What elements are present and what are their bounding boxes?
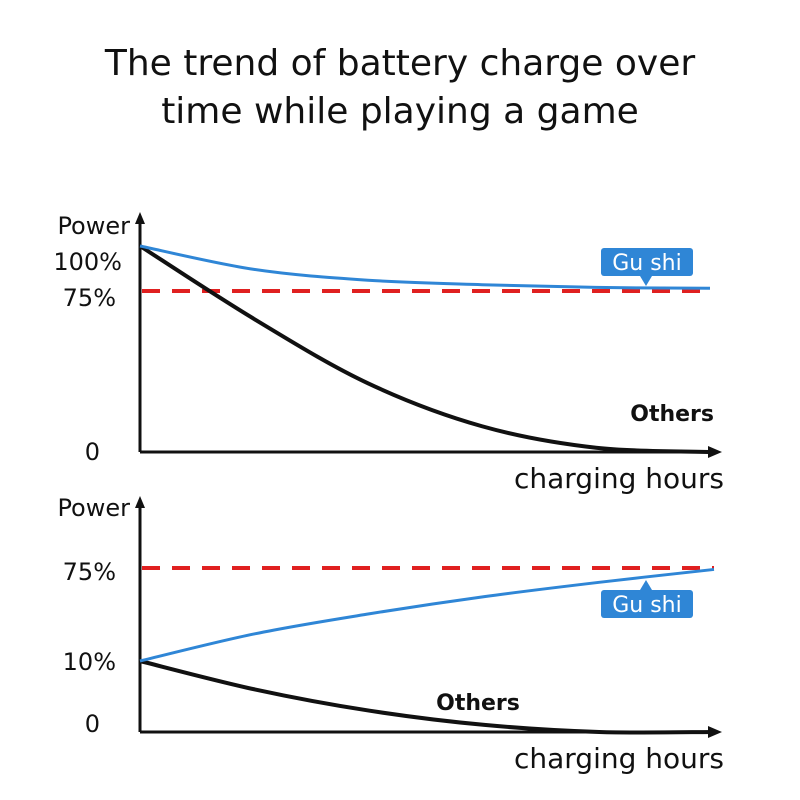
chart-top-gushi-label: Gu shi — [612, 251, 682, 276]
chart-bottom-gushi-line — [139, 567, 715, 663]
chart-top-ytick-2: 0 — [85, 438, 100, 466]
chart-top-ylabel: Power — [57, 212, 130, 240]
chart-bottom-x-arrow — [708, 726, 722, 738]
chart-bottom-gushi-tag: Gu shi — [601, 580, 693, 618]
chart-top-others-line — [138, 244, 711, 454]
chart-top-others-label: Others — [630, 402, 714, 427]
chart-bottom-xlabel: charging hours — [514, 742, 724, 775]
chart-bottom-others-line — [139, 659, 715, 735]
title-line-2: time while playing a game — [161, 91, 639, 132]
chart-title: The trend of battery charge over time wh… — [0, 40, 800, 136]
chart-top-gushi-tag: Gu shi — [601, 248, 693, 286]
chart-bottom-ytick-1: 10% — [63, 648, 116, 676]
chart-top-y-arrow — [135, 212, 145, 224]
chart-bottom-others-label: Others — [436, 691, 520, 716]
title-line-1: The trend of battery charge over — [104, 43, 696, 84]
chart-bottom: Power 75% 10% 0 charging hours Gu shi Ot… — [57, 494, 724, 775]
chart-top-xlabel: charging hours — [514, 462, 724, 495]
chart-top-x-arrow — [708, 446, 722, 458]
chart-top-ytick-1: 75% — [63, 284, 116, 312]
chart-bottom-gushi-label: Gu shi — [612, 593, 682, 618]
chart-bottom-ytick-0: 75% — [63, 558, 116, 586]
chart-top: Power 100% 75% 0 charging hours Gu shi O… — [53, 212, 724, 495]
chart-top-gushi-line — [139, 244, 711, 290]
chart-bottom-y-arrow — [135, 496, 145, 508]
chart-bottom-ylabel: Power — [57, 494, 130, 522]
chart-top-ytick-0: 100% — [53, 248, 122, 276]
chart-bottom-ytick-2: 0 — [85, 710, 100, 738]
